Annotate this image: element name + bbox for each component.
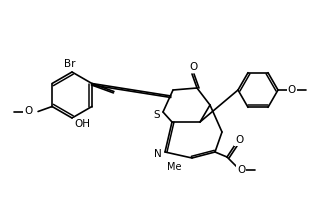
Text: O: O [288, 85, 296, 95]
Text: Me: Me [167, 162, 182, 172]
Text: N: N [154, 149, 162, 159]
Text: OH: OH [74, 119, 90, 129]
Text: O: O [235, 135, 243, 145]
Text: O: O [190, 62, 198, 72]
Text: O: O [237, 165, 245, 175]
Text: S: S [154, 110, 160, 120]
Text: Br: Br [64, 59, 76, 69]
Text: O: O [24, 106, 32, 117]
